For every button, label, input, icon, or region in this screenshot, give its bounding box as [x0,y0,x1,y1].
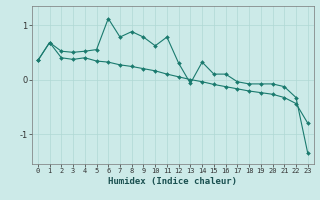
X-axis label: Humidex (Indice chaleur): Humidex (Indice chaleur) [108,177,237,186]
